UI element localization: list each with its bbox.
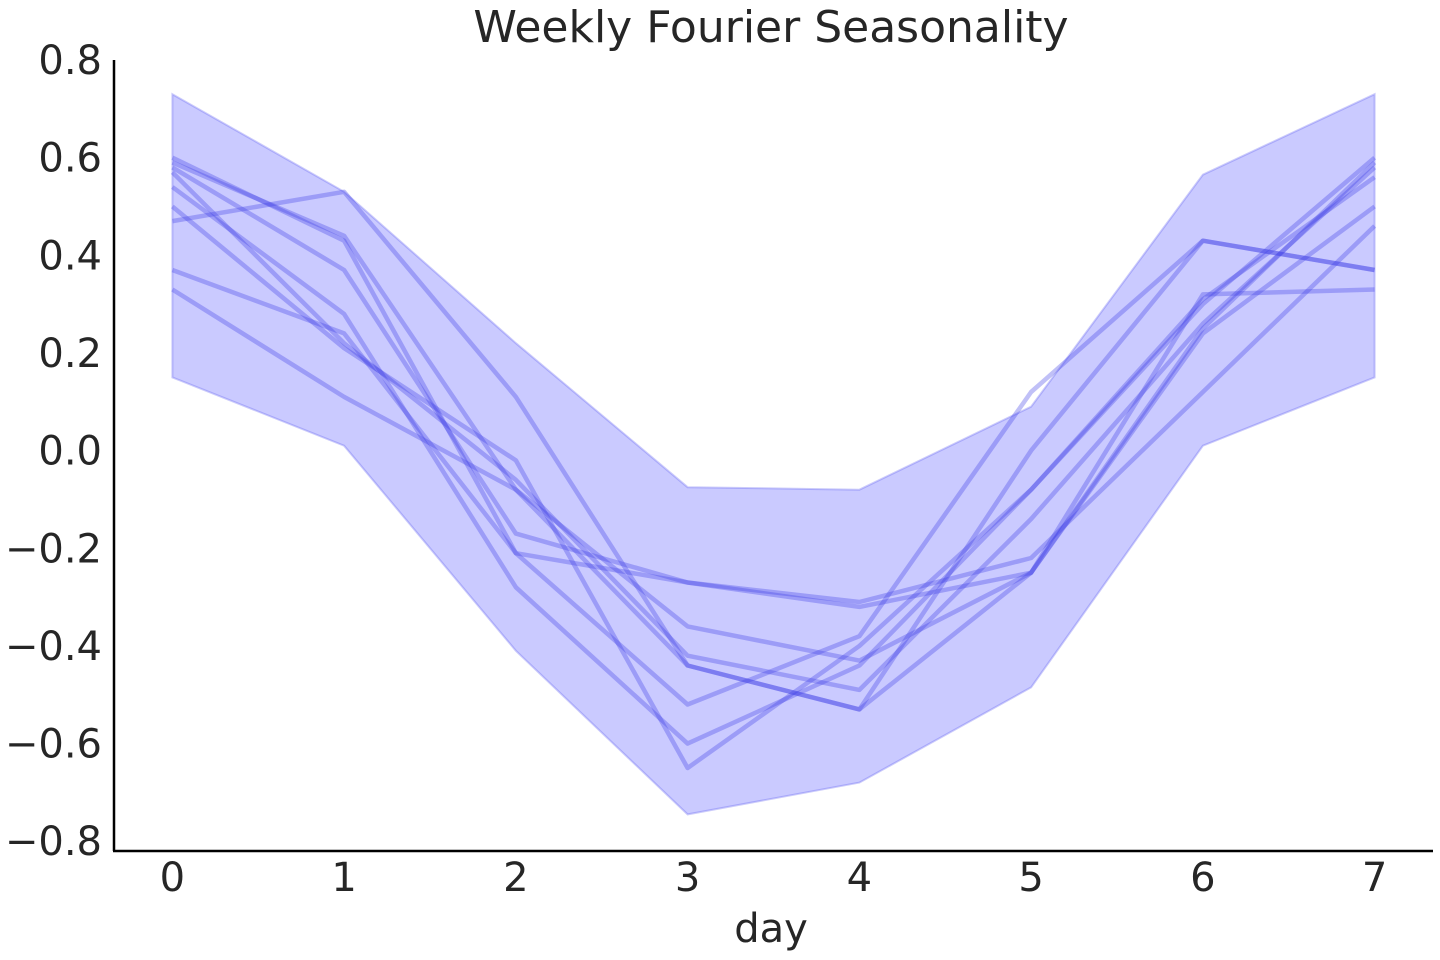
x-tick-label: 3 (675, 855, 700, 901)
y-tick-label: −0.6 (5, 722, 102, 768)
x-tick-label: 2 (503, 855, 528, 901)
series-line-9 (171, 160, 1377, 712)
series-line-6 (172, 189, 1375, 712)
axes-layer (112, 60, 1433, 853)
x-tick-label: 7 (1362, 855, 1387, 901)
y-tick-label: −0.4 (5, 624, 102, 670)
series-line-2 (171, 165, 1375, 610)
y-tick-label: −0.8 (5, 819, 102, 865)
uncertainty-band-layer (171, 92, 1376, 816)
series-lines-layer (170, 155, 1377, 771)
series-line-3 (170, 165, 1377, 693)
series-line-8 (171, 204, 1376, 663)
x-tick-labels: 0 1 2 3 4 5 6 7 (160, 855, 1388, 901)
series-line-5 (170, 175, 1376, 771)
y-tick-label: 0.4 (38, 233, 102, 279)
y-tick-label: 0.8 (38, 38, 102, 84)
x-axis-label: day (734, 906, 808, 952)
x-tick-label: 5 (1018, 855, 1043, 901)
x-tick-label: 4 (847, 855, 872, 901)
series-line-4 (171, 155, 1377, 746)
chart-title: Weekly Fourier Seasonality (473, 2, 1068, 53)
y-tick-label: −0.2 (5, 526, 102, 572)
x-tick-label: 1 (331, 855, 356, 901)
y-tick-label: 0.0 (38, 429, 102, 475)
series-line-7 (171, 224, 1377, 605)
x-tick-label: 6 (1190, 855, 1215, 901)
uncertainty-band (171, 92, 1376, 816)
x-tick-label: 0 (160, 855, 185, 901)
series-line-1 (171, 155, 1375, 707)
y-tick-label: 0.2 (38, 331, 102, 377)
y-tick-label: 0.6 (38, 136, 102, 182)
y-tick-labels: 0.8 0.6 0.4 0.2 0.0 −0.2 −0.4 −0.6 −0.8 (5, 38, 102, 865)
